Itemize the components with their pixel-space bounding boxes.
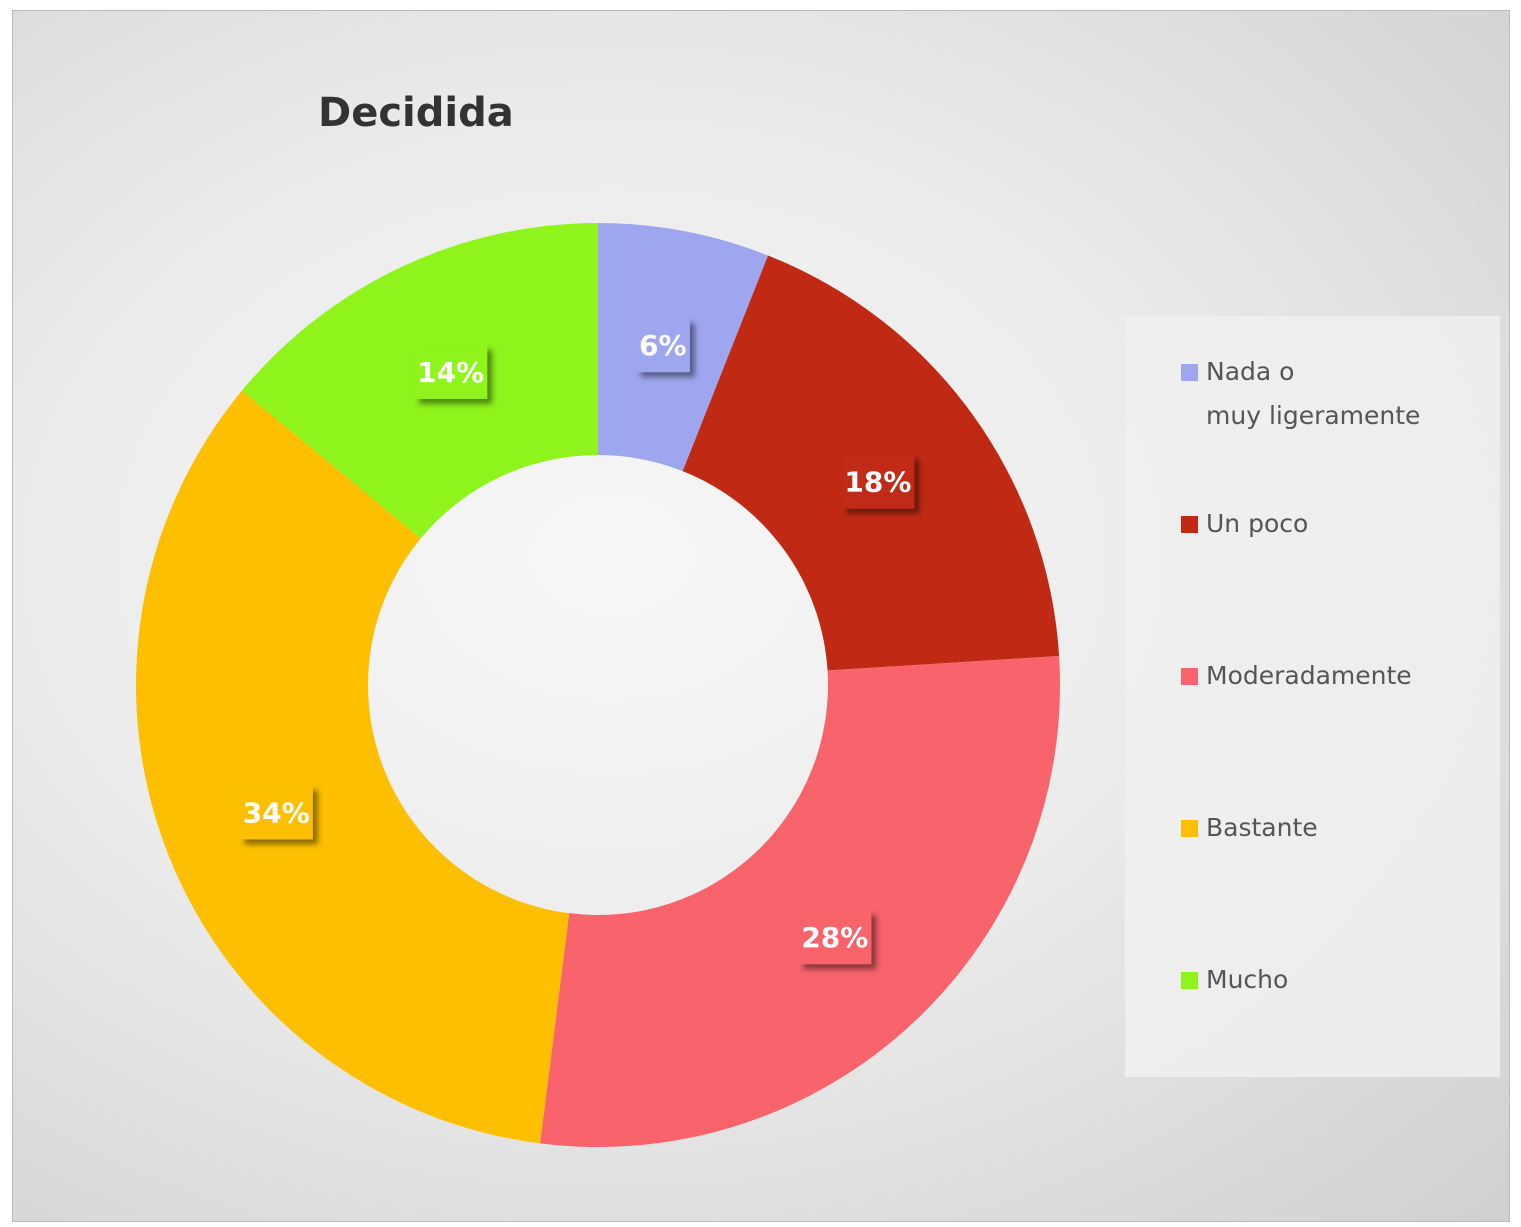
legend-label: Nada o muy ligeramente bbox=[1206, 357, 1421, 430]
legend: Nada o muy ligeramente Un poco Moderadamen… bbox=[1125, 316, 1500, 1077]
legend-swatch bbox=[1181, 364, 1198, 381]
legend-label: Mucho bbox=[1206, 965, 1289, 994]
legend-label: Bastante bbox=[1206, 813, 1318, 842]
legend-entry: Moderadamente bbox=[1181, 654, 1412, 698]
legend-swatch bbox=[1181, 972, 1198, 989]
legend-swatch bbox=[1181, 820, 1198, 837]
donut-slice bbox=[540, 655, 1060, 1147]
data-label-box bbox=[414, 344, 488, 399]
legend-swatch bbox=[1181, 516, 1198, 533]
donut-slice bbox=[136, 390, 570, 1144]
data-label: 18% bbox=[844, 466, 911, 499]
data-label-box bbox=[239, 785, 313, 840]
data-label-box bbox=[798, 910, 872, 965]
chart-title: Decidida bbox=[318, 90, 514, 136]
legend-label: Un poco bbox=[1206, 509, 1309, 538]
data-label-box bbox=[841, 454, 915, 509]
data-label-box bbox=[635, 318, 690, 373]
legend-swatch bbox=[1181, 668, 1198, 685]
data-label: 34% bbox=[243, 796, 310, 829]
legend-entry: Nada o muy ligeramente bbox=[1181, 350, 1420, 438]
legend-entry: Un poco bbox=[1181, 502, 1308, 546]
legend-entry: Bastante bbox=[1181, 806, 1318, 850]
data-label: 14% bbox=[417, 356, 484, 389]
legend-entry: Mucho bbox=[1181, 958, 1288, 1002]
data-label: 28% bbox=[801, 921, 868, 954]
legend-label: Moderadamente bbox=[1206, 661, 1412, 690]
data-label: 6% bbox=[639, 329, 687, 362]
